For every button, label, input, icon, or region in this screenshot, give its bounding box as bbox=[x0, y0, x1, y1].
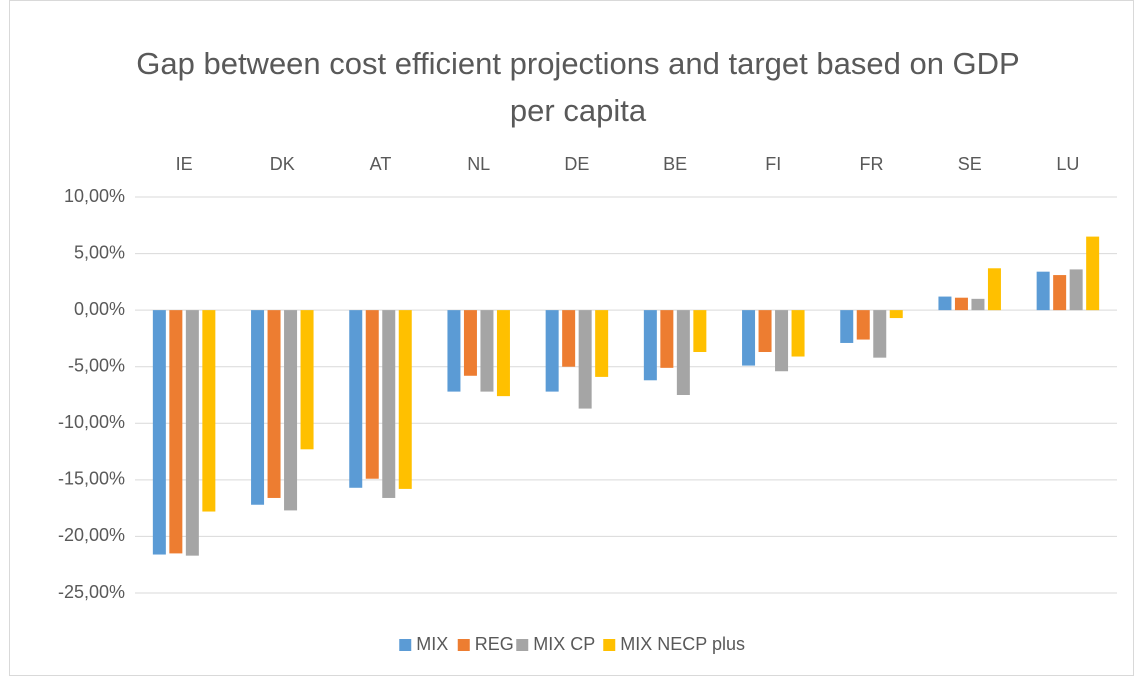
y-tick-label: 10,00% bbox=[64, 186, 125, 206]
x-tick-label: LU bbox=[1056, 154, 1079, 174]
x-tick-label: FI bbox=[765, 154, 781, 174]
x-tick-label: IE bbox=[176, 154, 193, 174]
x-tick-label: SE bbox=[958, 154, 982, 174]
legend-swatch bbox=[457, 639, 470, 651]
bar bbox=[856, 310, 870, 340]
bar bbox=[1086, 236, 1100, 311]
legend-label: REG bbox=[475, 634, 514, 654]
bar bbox=[463, 310, 477, 376]
bar bbox=[398, 310, 412, 489]
bar bbox=[775, 310, 789, 372]
bar bbox=[251, 310, 265, 505]
y-tick-label: -25,00% bbox=[58, 582, 125, 602]
x-tick-label: FR bbox=[860, 154, 884, 174]
y-tick-label: 0,00% bbox=[74, 299, 125, 319]
bar bbox=[742, 310, 756, 366]
bar bbox=[987, 268, 1001, 311]
bar bbox=[267, 310, 281, 498]
bar bbox=[758, 310, 772, 353]
y-tick-label: -15,00% bbox=[58, 469, 125, 489]
x-tick-label: BE bbox=[663, 154, 687, 174]
bar bbox=[185, 310, 199, 556]
bar bbox=[496, 310, 510, 397]
bar bbox=[169, 310, 183, 554]
bar bbox=[202, 310, 216, 512]
x-tick-label: AT bbox=[370, 154, 392, 174]
bar bbox=[873, 310, 887, 358]
bar bbox=[889, 310, 903, 319]
bar bbox=[660, 310, 674, 368]
x-tick-label: DK bbox=[270, 154, 295, 174]
bar bbox=[643, 310, 657, 381]
bar bbox=[938, 296, 952, 311]
legend-swatch bbox=[399, 639, 412, 651]
bar bbox=[1036, 271, 1050, 311]
bar bbox=[840, 310, 854, 343]
x-tick-label: NL bbox=[467, 154, 490, 174]
bar bbox=[676, 310, 690, 395]
chart-title: Gap between cost efficient projections a… bbox=[136, 46, 1020, 128]
bar bbox=[545, 310, 559, 392]
bar bbox=[300, 310, 314, 450]
legend-label: MIX NECP plus bbox=[620, 634, 745, 654]
y-tick-label: -20,00% bbox=[58, 525, 125, 545]
bar bbox=[365, 310, 379, 479]
bar bbox=[971, 298, 985, 311]
bar bbox=[1069, 269, 1083, 311]
bar bbox=[562, 310, 576, 367]
bar bbox=[480, 310, 494, 392]
bar bbox=[1053, 275, 1067, 311]
bar bbox=[954, 297, 968, 311]
bar bbox=[791, 310, 805, 357]
bar bbox=[349, 310, 363, 488]
bar bbox=[447, 310, 461, 392]
y-tick-label: -10,00% bbox=[58, 412, 125, 432]
bar bbox=[152, 310, 166, 555]
y-tick-label: -5,00% bbox=[68, 355, 125, 375]
y-tick-label: 5,00% bbox=[74, 242, 125, 262]
chart-border bbox=[9, 0, 1134, 676]
bar bbox=[284, 310, 298, 511]
x-tick-label: DE bbox=[564, 154, 589, 174]
legend-label: MIX CP bbox=[533, 634, 595, 654]
legend-swatch bbox=[603, 639, 616, 651]
legend-swatch bbox=[516, 639, 529, 651]
bar bbox=[595, 310, 609, 377]
legend-label: MIX bbox=[416, 634, 448, 654]
bar bbox=[578, 310, 592, 409]
bar bbox=[693, 310, 707, 353]
bar bbox=[382, 310, 396, 498]
